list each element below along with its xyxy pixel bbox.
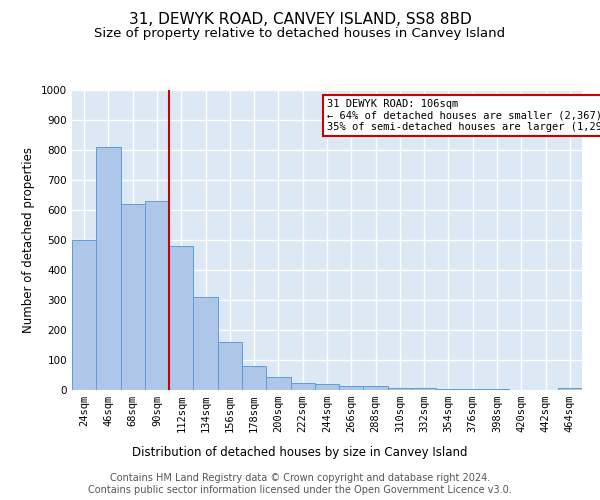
Text: Contains HM Land Registry data © Crown copyright and database right 2024.
Contai: Contains HM Land Registry data © Crown c… [88,474,512,495]
Bar [388,388,412,390]
Text: 31 DEWYK ROAD: 106sqm
← 64% of detached houses are smaller (2,367)
35% of semi-d: 31 DEWYK ROAD: 106sqm ← 64% of detached … [327,99,600,132]
Bar [193,297,218,390]
Bar [242,366,266,390]
Bar [290,382,315,390]
Bar [558,388,582,390]
Bar [339,386,364,390]
Text: Distribution of detached houses by size in Canvey Island: Distribution of detached houses by size … [132,446,468,459]
Y-axis label: Number of detached properties: Number of detached properties [22,147,35,333]
Bar [96,147,121,390]
Bar [461,389,485,390]
Text: Size of property relative to detached houses in Canvey Island: Size of property relative to detached ho… [94,28,506,40]
Bar [145,201,169,390]
Bar [412,388,436,390]
Bar [169,246,193,390]
Bar [72,240,96,390]
Bar [218,342,242,390]
Bar [266,376,290,390]
Bar [121,204,145,390]
Text: 31, DEWYK ROAD, CANVEY ISLAND, SS8 8BD: 31, DEWYK ROAD, CANVEY ISLAND, SS8 8BD [128,12,472,28]
Bar [315,384,339,390]
Bar [364,386,388,390]
Bar [436,389,461,390]
